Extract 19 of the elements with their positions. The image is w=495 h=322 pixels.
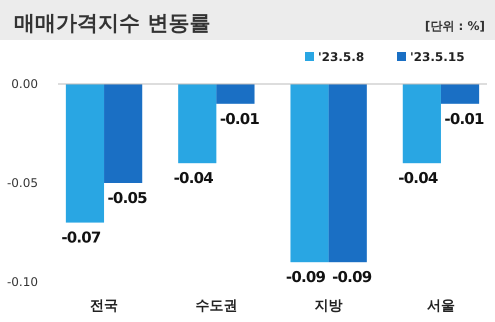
legend-label: '23.5.15	[410, 50, 465, 64]
data-label: -0.04	[398, 169, 438, 188]
x-tick-label: 지방	[314, 298, 343, 314]
y-tick-label: -0.05	[6, 176, 38, 190]
x-tick-label: 서울	[426, 298, 455, 314]
data-label: -0.01	[444, 110, 484, 128]
data-label: -0.07	[61, 228, 101, 247]
data-label: -0.09	[286, 268, 326, 286]
chart-title: 매매가격지수 변동률	[14, 11, 210, 35]
y-tick-label: 0.00	[11, 77, 38, 92]
x-tick-label: 전국	[90, 298, 118, 314]
x-tick-label: 수도권	[195, 298, 238, 314]
data-label: -0.05	[108, 189, 148, 207]
data-label: -0.09	[332, 268, 372, 286]
data-label: -0.04	[174, 169, 214, 188]
y-tick-label: -0.10	[6, 275, 38, 290]
text: [단위 : %]	[424, 19, 485, 33]
data-label: -0.01	[220, 110, 260, 128]
legend-label: '23.5.8	[318, 50, 364, 64]
